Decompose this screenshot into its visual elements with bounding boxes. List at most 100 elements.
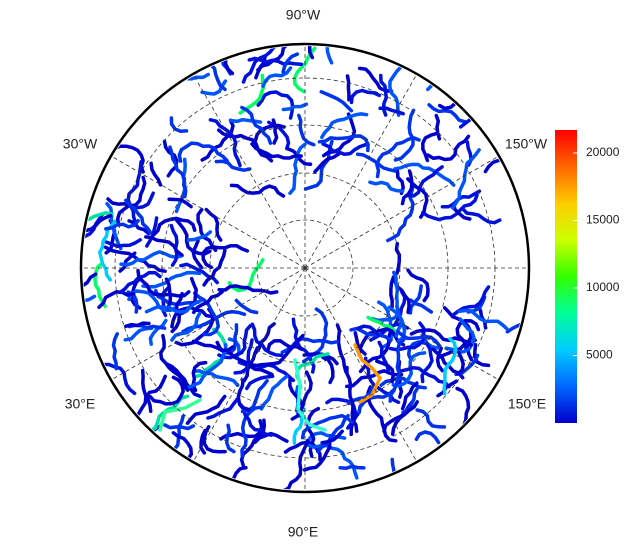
- river: [200, 118, 235, 162]
- river: [148, 318, 168, 346]
- river: [124, 321, 151, 329]
- river: [349, 88, 382, 105]
- river: [421, 193, 479, 222]
- colorbar-tick-label: 5000: [586, 348, 613, 362]
- river: [427, 103, 467, 124]
- river: [379, 73, 388, 117]
- river: [169, 116, 189, 133]
- river: [104, 218, 140, 231]
- river: [297, 113, 316, 147]
- river: [185, 394, 227, 425]
- river: [144, 235, 184, 257]
- river: [177, 141, 229, 163]
- river: [436, 379, 459, 398]
- river: [317, 134, 370, 153]
- river: [247, 333, 305, 368]
- river: [390, 400, 419, 436]
- river: [119, 250, 185, 267]
- river: [234, 298, 259, 315]
- river: [335, 323, 348, 374]
- river: [152, 216, 197, 237]
- river: [196, 207, 218, 253]
- river: [253, 322, 276, 355]
- river: [320, 46, 337, 65]
- river: [256, 46, 300, 72]
- river: [145, 216, 159, 248]
- river: [201, 243, 250, 270]
- meridian: [304, 267, 418, 463]
- river: [375, 136, 421, 179]
- river: [154, 289, 200, 306]
- river: [162, 139, 179, 178]
- river: [240, 405, 263, 458]
- river: [281, 102, 309, 112]
- river: [406, 177, 429, 219]
- meridian: [304, 267, 500, 381]
- river: [236, 378, 251, 412]
- meridian: [192, 73, 306, 269]
- river: [259, 374, 289, 411]
- river: [191, 290, 224, 315]
- river: [382, 400, 414, 433]
- river: [131, 424, 162, 469]
- river: [302, 434, 333, 472]
- river: [388, 63, 409, 117]
- river: [460, 206, 502, 225]
- river: [437, 69, 471, 111]
- river: [83, 272, 98, 307]
- river: [426, 134, 471, 162]
- river: [391, 351, 427, 388]
- colorbar: [555, 130, 577, 423]
- river: [281, 438, 310, 490]
- river: [368, 180, 405, 193]
- river: [400, 381, 419, 411]
- river: [225, 423, 236, 454]
- river: [505, 320, 527, 345]
- river: [170, 311, 202, 342]
- river: [116, 203, 131, 227]
- river: [202, 248, 227, 287]
- river: [288, 377, 305, 408]
- river: [408, 284, 423, 315]
- lon-label: 30°W: [63, 136, 98, 152]
- river: [191, 339, 235, 353]
- rivers: [83, 46, 527, 490]
- river: [421, 131, 439, 163]
- river: [406, 268, 430, 303]
- river: [97, 290, 136, 310]
- river: [321, 355, 335, 385]
- lon-label: 90°W: [286, 7, 321, 23]
- river: [288, 142, 307, 195]
- river: [191, 239, 204, 270]
- lon-label: 90°E: [288, 524, 319, 540]
- river: [353, 331, 367, 356]
- river: [135, 191, 155, 210]
- river: [375, 359, 395, 384]
- river: [261, 66, 293, 88]
- river: [83, 194, 114, 221]
- river: [174, 218, 212, 256]
- river: [106, 175, 147, 208]
- river: [434, 113, 442, 141]
- river: [167, 197, 193, 209]
- river: [415, 408, 447, 429]
- river: [300, 413, 354, 440]
- river: [83, 294, 97, 326]
- river: [192, 291, 221, 337]
- river: [229, 183, 286, 198]
- river: [345, 74, 351, 102]
- river: [379, 376, 427, 390]
- river: [271, 118, 279, 145]
- river: [229, 117, 263, 124]
- river: [171, 431, 194, 461]
- river: [163, 423, 196, 431]
- river: [209, 46, 235, 76]
- river: [228, 323, 239, 355]
- river: [346, 388, 395, 406]
- river: [456, 350, 465, 376]
- river: [202, 425, 227, 454]
- river: [83, 213, 113, 233]
- river: [123, 326, 154, 342]
- river: [136, 268, 191, 298]
- meridian: [192, 267, 306, 463]
